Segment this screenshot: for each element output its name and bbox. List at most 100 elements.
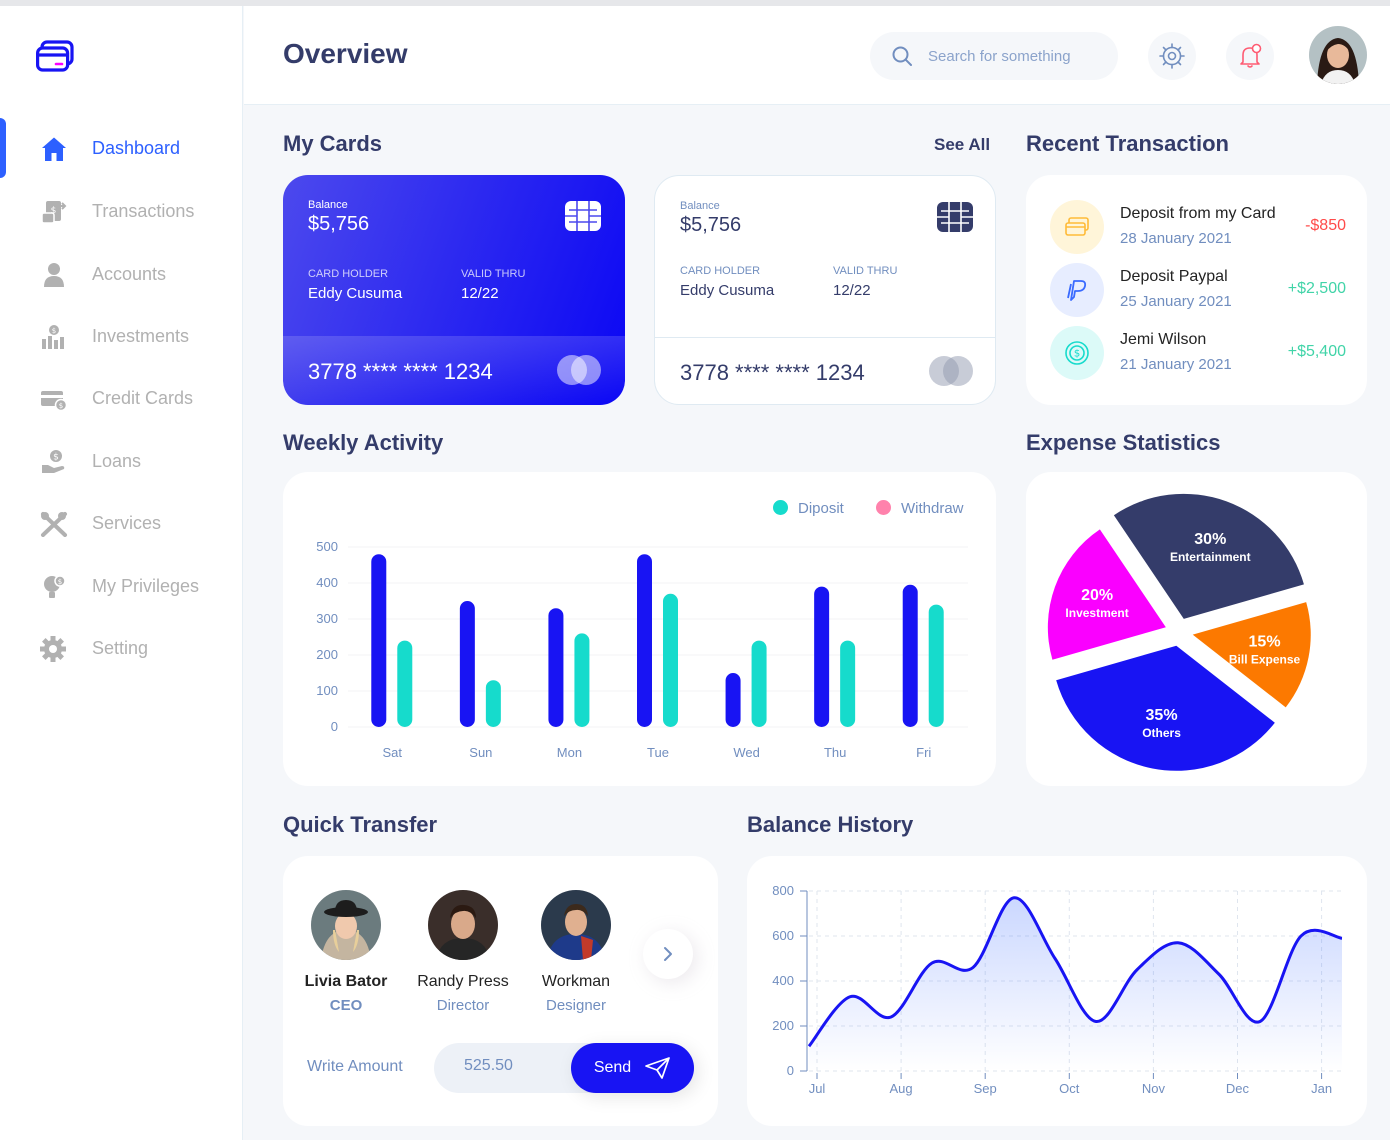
send-button-label: Send <box>593 1059 632 1076</box>
page-title: Overview <box>283 38 408 69</box>
search-input[interactable] <box>928 44 1108 68</box>
legend-deposit: Diposit <box>773 500 844 517</box>
weekly-activity-chart: 0 100 200 300 400 500 Sat Sun Mon Tue Wed Thu Fri <box>316 539 968 760</box>
bell-icon <box>1240 43 1262 68</box>
svg-text:$: $ <box>51 206 57 216</box>
y-tick-label: 0 <box>331 719 338 734</box>
sidebar-item-label: Investments <box>92 326 190 346</box>
transaction-date: 25 January 2021 <box>1120 293 1232 310</box>
bar-withdraw-tue <box>663 593 678 727</box>
expense-pie-chart: 30% Entertainment 15% Bill Expense 35% Others… <box>1047 493 1311 771</box>
transaction-item[interactable]: Deposit from my Card 28 January 2021 -$8… <box>1050 200 1346 254</box>
legend-withdraw: Withdraw <box>876 500 964 517</box>
bar-diposit-sun <box>459 601 475 727</box>
gear-icon <box>1159 43 1185 69</box>
home-icon <box>40 136 68 162</box>
card-holder-name: Eddy Cusuma <box>308 285 403 302</box>
pie-slice-entertainment <box>1113 493 1304 619</box>
search-bar[interactable] <box>870 32 1118 80</box>
paypal-icon <box>1050 263 1104 317</box>
x-tick-label: Dec <box>1226 1081 1250 1096</box>
transaction-title: Deposit Paypal <box>1120 268 1228 285</box>
sidebar-item-setting[interactable]: Setting <box>0 628 243 668</box>
contact-randy-press[interactable]: Randy Press Director <box>408 890 518 1014</box>
sidebar-item-dashboard[interactable]: Dashboard <box>0 128 243 168</box>
bar-withdraw-sat <box>397 640 413 727</box>
expense-statistics-panel: 30% Entertainment 15% Bill Expense 35% Others… <box>1026 472 1367 786</box>
transaction-item[interactable]: Deposit Paypal 25 January 2021 +$2,500 <box>1050 263 1346 317</box>
y-tick-label: 300 <box>316 611 338 626</box>
next-contacts-button[interactable] <box>643 929 693 979</box>
expense-statistics-title: Expense Statistics <box>1026 430 1221 455</box>
contact-role: Director <box>436 997 490 1014</box>
sidebar-item-transactions[interactable]: $ Transactions <box>0 191 243 231</box>
pie-slice-label: Bill Expense <box>1229 653 1301 667</box>
x-tick-label: Oct <box>1059 1081 1080 1096</box>
bar-withdraw-mon <box>574 633 590 727</box>
transaction-amount: -$850 <box>1305 217 1346 234</box>
bar-diposit-tue <box>637 554 652 727</box>
y-tick-label: 200 <box>772 1018 794 1033</box>
x-tick-label: Sep <box>974 1081 997 1096</box>
send-button[interactable]: Send <box>571 1043 694 1093</box>
legend-withdraw-label: Withdraw <box>901 500 964 517</box>
sidebar-item-services[interactable]: Services <box>0 503 243 543</box>
sidebar-item-label: Services <box>92 513 162 533</box>
svg-text:$: $ <box>52 327 56 335</box>
contact-name: Workman <box>541 973 611 990</box>
sidebar-item-loans[interactable]: $ Loans <box>0 441 243 481</box>
bar-diposit-sat <box>371 554 387 727</box>
x-tick-label: Sat <box>383 745 403 760</box>
transaction-date: 28 January 2021 <box>1120 230 1232 247</box>
y-tick-label: 500 <box>316 539 338 554</box>
top-header: Overview <box>244 6 1390 105</box>
user-avatar[interactable] <box>1309 26 1367 84</box>
app-logo-icon[interactable] <box>36 40 74 72</box>
see-all-link[interactable]: See All <box>934 135 991 154</box>
credit-card-icon: $ <box>40 386 68 412</box>
transaction-title: Jemi Wilson <box>1120 331 1207 348</box>
pie-slice-percent: 30% <box>1194 531 1226 548</box>
sidebar-item-my-privileges[interactable]: $ My Privileges <box>0 566 243 606</box>
paper-plane-icon <box>645 1057 671 1079</box>
settings-button[interactable] <box>1148 32 1196 80</box>
sidebar-item-label: Accounts <box>92 264 167 284</box>
y-tick-label: 200 <box>316 647 338 662</box>
contact-name: Livia Bator <box>304 973 388 990</box>
transfer-icon: $ <box>40 199 68 225</box>
contact-livia-bator[interactable]: Livia Bator CEO <box>291 890 401 1014</box>
card-balance: $5,756 <box>308 213 370 235</box>
privileges-icon: $ <box>40 574 68 600</box>
balance-history-chart: 0 200 400 600 800 Jul Aug Sep Oct Nov Dec Jan <box>772 883 1343 1096</box>
amount-label: Write Amount <box>307 1058 403 1075</box>
x-tick-label: Thu <box>824 745 846 760</box>
bar-withdraw-fri <box>928 604 944 727</box>
svg-text:$: $ <box>1074 349 1080 360</box>
pie-slice-bill-expense <box>1192 602 1311 708</box>
sidebar-item-investments[interactable]: $ Investments <box>0 316 243 356</box>
y-tick-label: 800 <box>772 883 794 898</box>
card-holder-label: CARD HOLDER <box>308 268 389 280</box>
notifications-button[interactable] <box>1226 32 1274 80</box>
card-network-icon <box>929 356 973 386</box>
svg-text:$: $ <box>59 402 63 410</box>
credit-card-secondary[interactable]: Balance $5,756 CARD HOLDER Eddy Cusuma V… <box>654 175 996 405</box>
bar-diposit-mon <box>548 608 564 727</box>
sidebar-item-accounts[interactable]: Accounts <box>0 254 243 294</box>
contact-workman[interactable]: Workman Designer <box>521 890 631 1014</box>
contact-role: CEO <box>329 997 363 1014</box>
sidebar-item-label: Loans <box>92 451 142 471</box>
amount-input[interactable] <box>464 1057 564 1075</box>
sidebar-item-credit-cards[interactable]: $ Credit Cards <box>0 378 243 418</box>
x-tick-label: Nov <box>1142 1081 1166 1096</box>
transaction-amount: +$2,500 <box>1287 280 1346 297</box>
credit-card-primary[interactable]: Balance $5,756 CARD HOLDER Eddy Cusuma V… <box>283 175 625 405</box>
transaction-date: 21 January 2021 <box>1120 356 1232 373</box>
contact-avatar <box>541 890 611 960</box>
sidebar-item-label: Dashboard <box>92 138 181 158</box>
card-icon <box>1050 200 1104 254</box>
loan-icon: $ <box>40 449 68 475</box>
bar-diposit-wed <box>725 673 741 727</box>
card-valid-label: VALID THRU <box>461 268 526 280</box>
transaction-item[interactable]: $ Jemi Wilson 21 January 2021 +$5,400 <box>1050 326 1346 380</box>
